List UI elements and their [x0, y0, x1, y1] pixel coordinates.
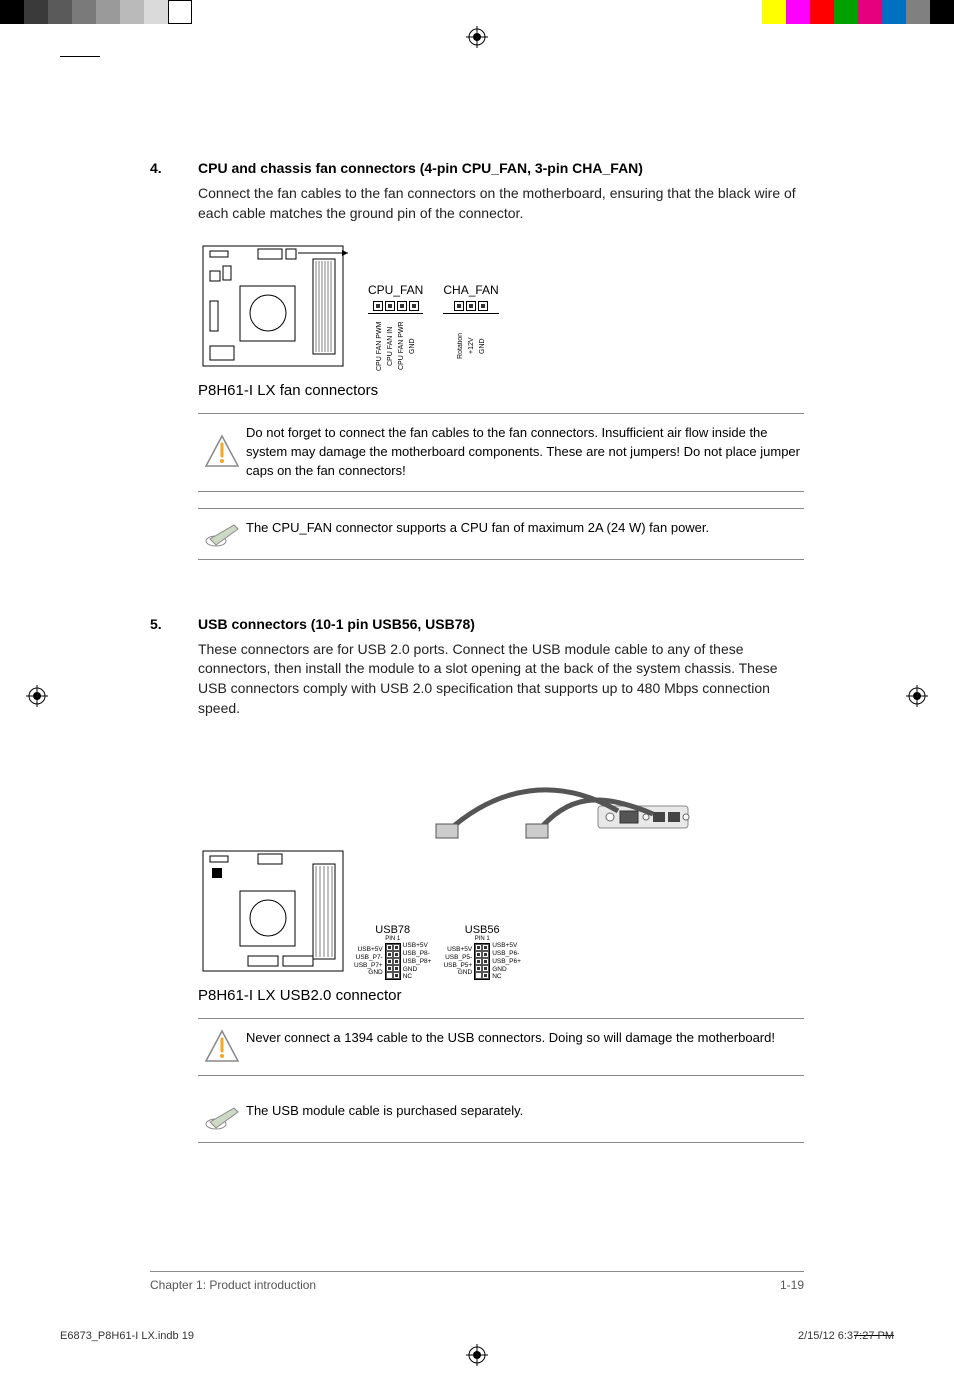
pin-label: GND	[479, 316, 486, 376]
section4-body: Connect the fan cables to the fan connec…	[198, 184, 804, 223]
section4-number: 4.	[150, 160, 198, 176]
fan-connector-figure: CPU_FAN CPU FAN PWM CPU FAN IN CPU FAN P…	[198, 241, 804, 399]
warning-callout: Never connect a 1394 cable to the USB co…	[198, 1018, 804, 1076]
print-color-bar	[0, 0, 954, 24]
warning-icon	[198, 1029, 246, 1065]
color-swatches	[762, 0, 954, 24]
page-number: 1-19	[780, 1278, 804, 1292]
section5-heading: 5.USB connectors (10-1 pin USB56, USB78)	[150, 616, 804, 632]
usb-cable-diagram	[198, 736, 698, 846]
note-text: The CPU_FAN connector supports a CPU fan…	[246, 519, 709, 549]
pin-label: +12V	[468, 316, 475, 376]
chapter-label: Chapter 1: Product introduction	[150, 1278, 316, 1292]
registration-mark-icon	[466, 1344, 488, 1366]
warning-callout: Do not forget to connect the fan cables …	[198, 413, 804, 492]
fan-figure-caption: P8H61-I LX fan connectors	[198, 382, 804, 399]
pin-label: CPU FAN PWR	[398, 316, 405, 376]
cha-fan-label: CHA_FAN	[443, 283, 498, 297]
note-text: The USB module cable is purchased separa…	[246, 1102, 523, 1132]
warning-text: Never connect a 1394 cable to the USB co…	[246, 1029, 775, 1065]
usb56-left-pins: USB+5VUSB_P5-USB_P5+GND	[443, 946, 472, 977]
note-callout: The USB module cable is purchased separa…	[198, 1092, 804, 1143]
motherboard-diagram	[198, 241, 348, 376]
grayscale-swatches	[0, 0, 192, 24]
note-callout: The CPU_FAN connector supports a CPU fan…	[198, 508, 804, 560]
warning-icon	[198, 424, 246, 481]
cpu-fan-label: CPU_FAN	[368, 283, 423, 297]
print-file-label: E6873_P8H61-I LX.indb 19	[60, 1330, 194, 1342]
usb56-title: USB56	[443, 924, 520, 936]
section5-title: USB connectors (10-1 pin USB56, USB78)	[198, 616, 475, 632]
section4-title: CPU and chassis fan connectors (4-pin CP…	[198, 160, 643, 176]
usb78-right-pins: USB+5VUSB_P8-USB_P8+GNDNC	[403, 942, 432, 981]
section5-number: 5.	[150, 616, 198, 632]
registration-mark-icon	[466, 26, 488, 48]
pin-label: CPU FAN IN	[387, 316, 394, 376]
warning-text: Do not forget to connect the fan cables …	[246, 424, 804, 481]
usb-connector-figure: USB78 PIN 1 USB+5VUSB_P7-USB_P7+GND USB	[198, 736, 804, 1004]
usb78-left-pins: USB+5VUSB_P7-USB_P7+GND	[354, 946, 383, 977]
registration-mark-icon	[26, 685, 48, 707]
pin-label: GND	[409, 316, 416, 376]
note-icon	[198, 1102, 246, 1132]
page-footer: Chapter 1: Product introduction 1-19	[150, 1271, 804, 1292]
usb78-connector: USB78 PIN 1 USB+5VUSB_P7-USB_P7+GND USB	[354, 924, 431, 981]
section4-heading: 4.CPU and chassis fan connectors (4-pin …	[150, 160, 804, 176]
usb56-connector: USB56 PIN 1 USB+5VUSB_P5-USB_P5+GND USB	[443, 924, 520, 981]
usb-figure-caption: P8H61-I LX USB2.0 connector	[198, 987, 804, 1004]
pin-label: Rotation	[457, 316, 464, 376]
section5-body: These connectors are for USB 2.0 ports. …	[198, 640, 804, 718]
motherboard-diagram	[198, 846, 348, 981]
page-content: 4.CPU and chassis fan connectors (4-pin …	[60, 60, 894, 1332]
usb78-title: USB78	[354, 924, 431, 936]
pin-label: CPU FAN PWM	[376, 316, 383, 376]
cha-fan-connector: CHA_FAN Rotation +12V GND	[443, 283, 498, 376]
note-icon	[198, 519, 246, 549]
cpu-fan-connector: CPU_FAN CPU FAN PWM CPU FAN IN CPU FAN P…	[368, 283, 423, 376]
print-timestamp: 2/15/12 6:37:27 PM	[798, 1330, 894, 1342]
registration-mark-icon	[906, 685, 928, 707]
usb56-right-pins: USB+5VUSB_P6-USB_P6+GNDNC	[492, 942, 521, 981]
print-metadata-footer: E6873_P8H61-I LX.indb 19 2/15/12 6:37:27…	[60, 1330, 894, 1342]
